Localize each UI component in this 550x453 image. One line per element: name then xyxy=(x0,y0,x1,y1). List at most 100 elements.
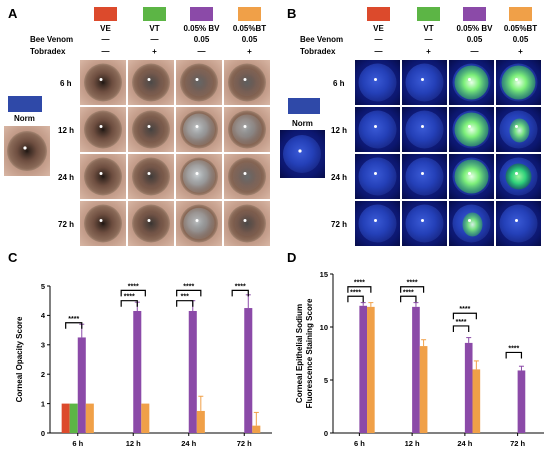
panel-b-bv-ve: — xyxy=(375,35,383,44)
photo-a-12h-ve xyxy=(80,107,126,152)
panel-d-sig-bracket-6 xyxy=(505,351,523,359)
panel-d-sig-bracket-1 xyxy=(347,295,364,303)
photo-a-24h-ve xyxy=(80,154,126,199)
panel-c-bar-vt-6h xyxy=(69,403,78,433)
panel-c-y-tick-0: 0 xyxy=(41,429,45,438)
photo-a-72h-bt xyxy=(224,201,270,246)
panel-a-bv-ve: — xyxy=(102,35,110,44)
panel-d-chart: D 0 5 10 15 Corneal Epithelial Sodium Fluores… xyxy=(287,250,544,448)
photo-a-12h-vt xyxy=(128,107,174,152)
panel-d-y-tick-1: 5 xyxy=(324,376,328,385)
panel-b-group-bv: 0.05% BV xyxy=(456,24,493,33)
photo-a-6h-ve xyxy=(80,60,126,105)
panel-c-y-tick-2: 2 xyxy=(41,370,45,379)
photo-a-72h-vt xyxy=(128,201,174,246)
panel-c-bar-bv-72h xyxy=(244,308,253,433)
panel-a-tobradex-label: Tobradex xyxy=(30,47,66,56)
panel-c-bar-bt-6h xyxy=(85,403,94,433)
photo-b-72h-bv xyxy=(449,201,494,246)
panel-d-sig-bracket-0 xyxy=(347,286,372,293)
panel-c-x-tick-1: 12 h xyxy=(126,439,141,448)
panel-b-group-bt: 0.05%BT xyxy=(504,24,537,33)
panel-a-photo-grid xyxy=(80,60,270,246)
panel-d-sig-label-1: **** xyxy=(350,289,361,296)
photo-b-12h-vt xyxy=(402,107,447,152)
panel-d-sig-label-3: **** xyxy=(403,289,414,296)
panel-b-bv-bv: 0.05 xyxy=(467,35,483,44)
photo-a-12h-bv xyxy=(176,107,222,152)
panel-d-label: D xyxy=(287,250,296,265)
panel-b-norm-label: Norm xyxy=(292,119,313,128)
panel-a-swatch-bt xyxy=(238,7,261,21)
panel-d-bar-bv-72h xyxy=(517,370,526,433)
panel-c-label: C xyxy=(8,250,18,265)
panel-d-bar-bv-6h xyxy=(359,305,368,433)
panel-c-sig-label-5: **** xyxy=(235,283,246,290)
panel-c-sig-label-0: **** xyxy=(68,316,79,323)
panel-d-sig-bracket-5 xyxy=(452,325,470,332)
panel-c-chart: C 0 1 2 3 4 5 Corneal Opacity Score 6 h 12 h 24 h… xyxy=(8,250,272,448)
panel-d-x-tick-3: 72 h xyxy=(510,439,525,448)
panel-b-swatch-bv xyxy=(463,7,486,21)
panel-a-swatch-vt xyxy=(143,7,166,21)
panel-c-sig-bracket-2 xyxy=(120,300,138,307)
panel-a-group-labels: VE VT 0.05% BV 0.05%BT xyxy=(100,24,266,33)
panel-a-group-ve: VE xyxy=(100,24,111,33)
panel-c-bar-bv-6h xyxy=(77,337,86,433)
photo-a-12h-bt xyxy=(224,107,270,152)
panel-b-swatch-vt xyxy=(417,7,440,21)
panel-d-bar-bv-12h xyxy=(412,306,420,433)
panel-d-sig-bracket-2 xyxy=(400,286,425,293)
panel-b-time-6h: 6 h xyxy=(333,79,345,88)
photo-b-72h-vt xyxy=(402,201,447,246)
panel-a-group-bt: 0.05%BT xyxy=(233,24,266,33)
panel-c-y-tick-4: 4 xyxy=(41,311,46,320)
photo-b-12h-bt xyxy=(496,107,541,152)
panel-c-bar-bt-12h xyxy=(141,403,150,433)
panel-b-bv-bt: 0.05 xyxy=(513,35,529,44)
panel-a-time-labels: 6 h 12 h 24 h 72 h xyxy=(58,79,74,229)
panel-d-sig-label-6: **** xyxy=(508,345,519,352)
photo-a-6h-vt xyxy=(128,60,174,105)
panel-d-x-tick-2: 24 h xyxy=(457,439,472,448)
panel-b-photo-grid xyxy=(355,60,541,246)
panel-c-bar-bt-72h xyxy=(252,425,261,433)
panel-d-x-tick-1: 12 h xyxy=(405,439,420,448)
panel-a-group-vt: VT xyxy=(149,24,159,33)
panel-c-y-label-0: Corneal Opacity Score xyxy=(15,316,24,402)
panel-d-x-tick-0: 6 h xyxy=(354,439,365,448)
panel-c-sig-label-1: **** xyxy=(128,283,139,290)
panel-a-tb-bt: + xyxy=(247,47,252,56)
photo-a-24h-bt xyxy=(224,154,270,199)
panel-d-y-tick-2: 10 xyxy=(320,323,328,332)
panel-c-bar-bv-12h xyxy=(133,310,142,433)
photo-a-6h-bv xyxy=(176,60,222,105)
panel-d-sig-label-4: **** xyxy=(459,306,470,313)
panel-b-tb-ve: — xyxy=(375,47,383,56)
panel-d-bar-bt-12h xyxy=(419,346,428,433)
panel-d-y-label-0: Corneal Epithelial Sodium xyxy=(295,304,304,403)
panel-b-group-ve: VE xyxy=(373,24,384,33)
photo-b-72h-bt xyxy=(496,201,541,246)
panel-d-bar-bt-6h xyxy=(367,306,375,433)
panel-c-x-tick-0: 6 h xyxy=(72,439,83,448)
panel-c-sig-bracket-0 xyxy=(65,322,83,329)
panel-a-norm-photo xyxy=(4,126,50,176)
panel-a-time-6h: 6 h xyxy=(60,79,72,88)
photo-b-6h-bt xyxy=(496,60,541,105)
panel-a-group-swatches xyxy=(94,7,261,21)
panel-c-y-tick-5: 5 xyxy=(41,282,45,291)
panel-d-sig-label-5: **** xyxy=(456,319,467,326)
panel-d-sig-bracket-4 xyxy=(452,312,477,320)
panel-a-tb-ve: — xyxy=(102,47,110,56)
panel-c-sig-label-2: **** xyxy=(124,294,135,301)
panel-c-sig-bracket-4 xyxy=(176,300,194,307)
panel-a-bv-vt: — xyxy=(151,35,159,44)
panel-b-time-labels: 6 h 12 h 24 h 72 h xyxy=(331,79,347,229)
panel-b-group-vt: VT xyxy=(423,24,433,33)
panel-c-sig-bracket-3 xyxy=(176,289,202,297)
photo-b-6h-ve xyxy=(355,60,400,105)
panel-d-bar-bt-24h xyxy=(472,369,481,433)
panel-b-group-labels: VE VT 0.05% BV 0.05%BT xyxy=(373,24,537,33)
panel-d-y-label-1: Fluorescence Staining Score xyxy=(305,298,314,408)
